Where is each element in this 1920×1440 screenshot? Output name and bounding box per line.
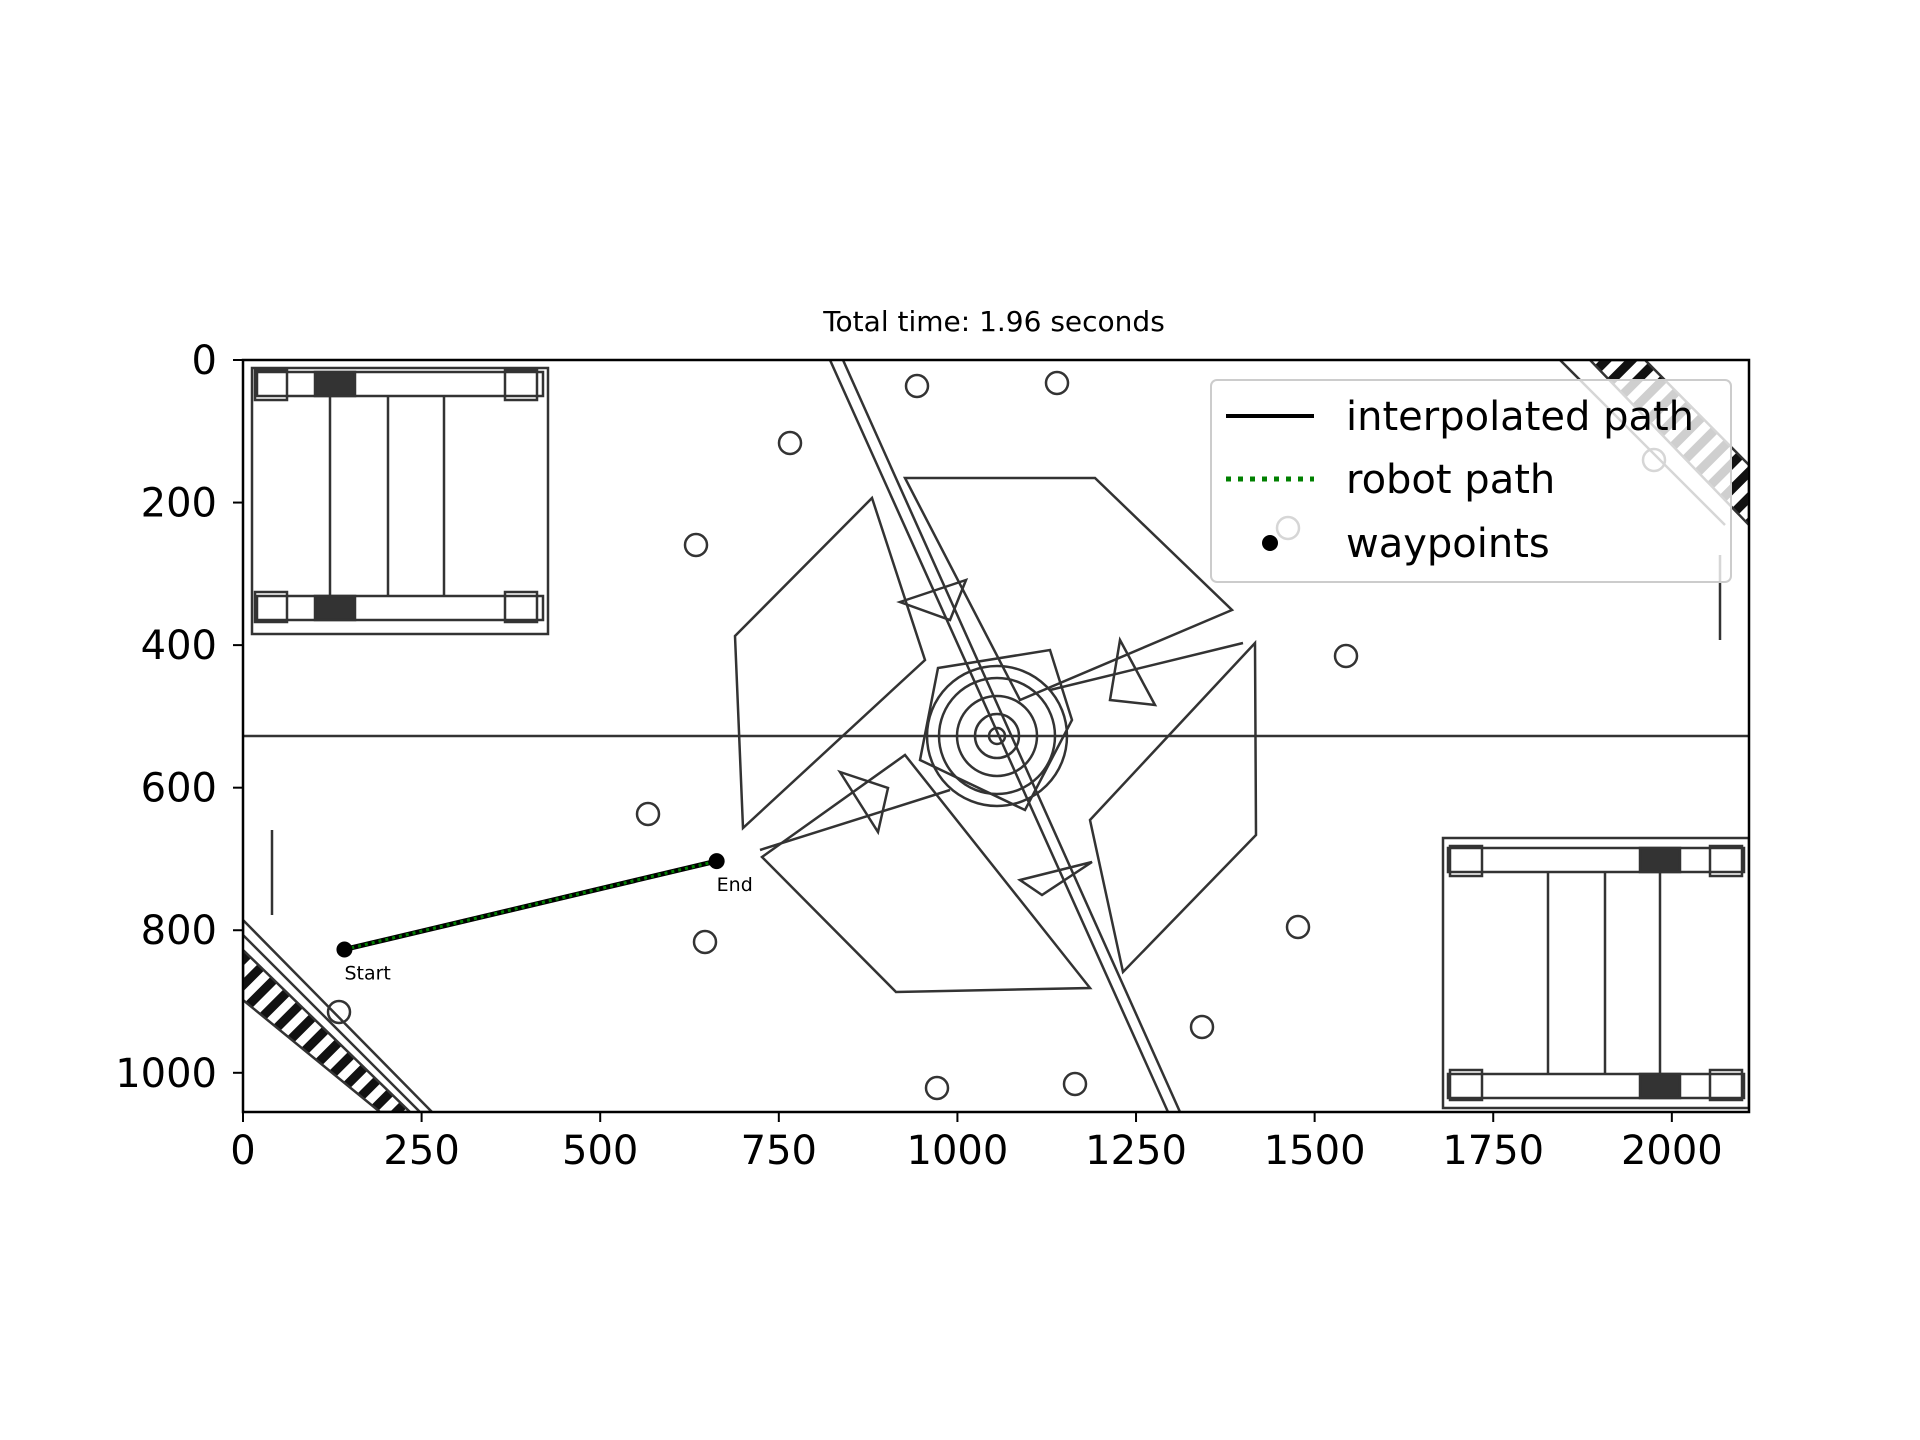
x-tick-label: 1750	[1442, 1128, 1544, 1174]
waypoint-label: End	[717, 874, 753, 896]
x-tick-label: 1250	[1085, 1128, 1187, 1174]
y-tick-label: 400	[141, 623, 217, 669]
y-tick-label: 800	[141, 908, 217, 954]
x-tick-label: 2000	[1621, 1128, 1723, 1174]
y-tick-label: 600	[141, 766, 217, 812]
series-line-robot-path	[344, 859, 718, 951]
y-tick-label: 0	[192, 338, 217, 384]
legend-box	[1210, 379, 1732, 583]
legend: interpolated path robot path waypoints	[1210, 379, 1732, 583]
annotation-layer: Start End	[344, 874, 752, 984]
y-tick-label: 200	[141, 481, 217, 527]
series-layer	[336, 853, 725, 958]
x-tick-label: 0	[230, 1128, 255, 1174]
waypoint-label: Start	[344, 962, 390, 984]
legend-label-robot-path: robot path	[1346, 457, 1555, 503]
legend-swatch-waypoints	[1262, 535, 1278, 551]
x-axis: 0 250 500 750 1000 1250 1500 1750 2000	[230, 1112, 1723, 1174]
legend-label-interpolated-path: interpolated path	[1346, 394, 1694, 440]
legend-label-waypoints: waypoints	[1346, 521, 1550, 567]
field-platform-bottom-right	[1441, 836, 1749, 1110]
waypoint-marker	[336, 941, 353, 958]
x-tick-label: 750	[741, 1128, 817, 1174]
x-tick-label: 250	[383, 1128, 459, 1174]
chart-title: Total time: 1.96 seconds	[822, 305, 1165, 338]
waypoint-marker	[708, 853, 725, 870]
y-tick-label: 1000	[115, 1051, 217, 1097]
field-hub-center	[733, 360, 1258, 1112]
field-platform-top-left	[250, 366, 550, 636]
x-tick-label: 500	[562, 1128, 638, 1174]
x-tick-label: 1000	[907, 1128, 1009, 1174]
axes-frame	[241, 358, 1751, 1114]
y-axis: 0 200 400 600 800 1000	[115, 338, 243, 1097]
x-tick-label: 1500	[1264, 1128, 1366, 1174]
